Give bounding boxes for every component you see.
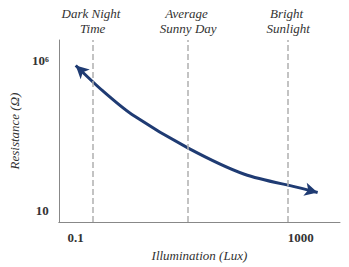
svg-text:Dark Night: Dark Night	[61, 6, 124, 21]
svg-text:Sunny Day: Sunny Day	[160, 21, 217, 36]
svg-text:Bright: Bright	[270, 6, 306, 21]
svg-text:Illumination (Lux): Illumination (Lux)	[151, 248, 248, 263]
svg-text:0.1: 0.1	[68, 230, 84, 245]
svg-text:Resistance (Ω): Resistance (Ω)	[7, 93, 22, 171]
svg-text:Sunlight: Sunlight	[267, 21, 311, 36]
svg-text:1000: 1000	[288, 230, 314, 245]
svg-text:10⁶: 10⁶	[32, 53, 49, 68]
svg-text:Average: Average	[164, 6, 211, 21]
svg-text:10: 10	[36, 203, 49, 218]
svg-text:Time: Time	[80, 21, 106, 36]
